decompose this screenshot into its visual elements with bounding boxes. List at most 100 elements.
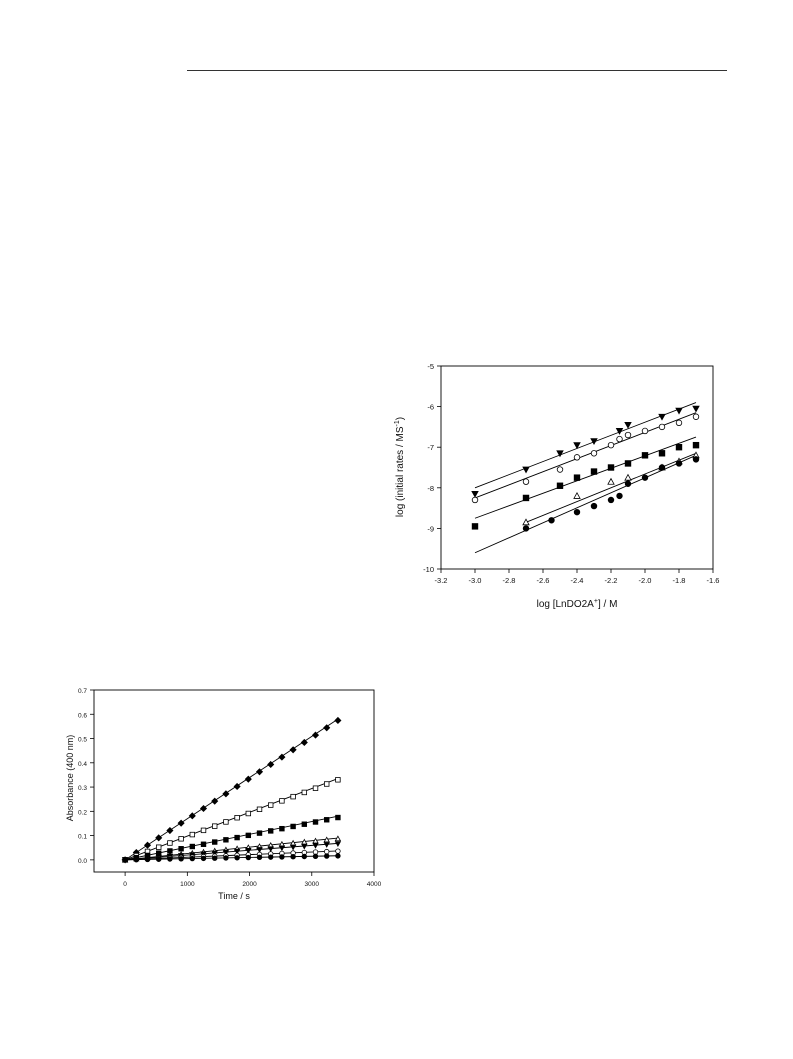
chart2-ticks: 0 1000 2000 3000 4000 0.0 0.1 0.2 0.3 0.4 0.5 0.6 0.… (78, 688, 382, 888)
c2-series-2-point (200, 841, 207, 847)
c1-series-0-point (573, 442, 581, 450)
c1-series-1-point (675, 419, 683, 427)
c2-series-0-point (300, 738, 308, 747)
c2-series-1-point (301, 789, 308, 796)
c2-series-6-point (223, 855, 229, 861)
c1-series-0-point (692, 405, 700, 413)
c2-series-0-point (199, 804, 208, 813)
c2-series-6-point (122, 857, 128, 863)
c2-series-1-point (245, 810, 252, 817)
c2-series-4-point (323, 842, 330, 848)
c2-y-tick-label: 0.6 (78, 712, 87, 719)
c1-series-1-point (607, 441, 615, 449)
c2-series-6-point (268, 854, 274, 860)
c1-series-4-fit (474, 454, 697, 554)
c2-series-0-point (311, 731, 320, 739)
header-rule (187, 70, 727, 71)
c2-series-1-point (324, 781, 330, 787)
chart1-ticks: -3.2 -3.0 -2.8 -2.6 -2.4 -2.2 -2.0 -1.8 -1.6 -10 -… (423, 362, 719, 585)
c2-series-0-point (334, 716, 342, 724)
c2-series-0-point (211, 797, 219, 805)
c2-series-1-point (200, 827, 207, 834)
c2-series-6-point (324, 853, 330, 859)
c2-series-1-point (234, 815, 240, 821)
c2-series-4-point (211, 850, 218, 857)
c2-y-tick-label: 0.7 (78, 688, 87, 695)
c2-series-4-point (334, 841, 342, 848)
c2-series-4-point (256, 847, 263, 854)
c2-plot-frame (93, 689, 375, 873)
c1-series-1-point (658, 423, 666, 431)
c1-series-3-fit (525, 452, 697, 523)
c2-series-2-point (234, 834, 240, 841)
c1-series-2-point (522, 494, 530, 502)
c2-series-6-point (178, 856, 184, 862)
c1-series-2-point (675, 443, 683, 451)
c2-series-4-point (245, 848, 252, 854)
c2-x-tick-label: 4000 (367, 881, 382, 888)
c2-series-1-point (312, 785, 319, 791)
c2-y-tick-label: 0.2 (78, 809, 87, 816)
chart1-y-axis-label: log (initial rates / MS-1) (394, 417, 406, 517)
c1-y-tick-label: -10 (423, 565, 434, 574)
c2-series-4-point (233, 848, 241, 855)
c2-series-0-point (155, 834, 163, 842)
c2-series-6-point (335, 853, 341, 859)
c1-series-2-point (590, 468, 598, 475)
c1-series-0-point (590, 438, 598, 446)
c2-series-4-point (289, 844, 297, 851)
c1-series-1-point (616, 435, 623, 443)
c2-series-6-point (189, 855, 196, 862)
c2-series-5-point (335, 848, 341, 854)
c2-series-1-point (167, 840, 173, 846)
c2-x-tick-label: 3000 (305, 881, 320, 888)
c1-series-4-point (607, 496, 615, 504)
c2-series-6-point (133, 856, 140, 863)
c1-series-4-point (675, 460, 683, 467)
c1-series-1-point (590, 450, 598, 457)
c2-series-6-point (156, 856, 162, 862)
c2-series-0-point (278, 753, 286, 761)
c2-series-1-point (256, 806, 263, 812)
c2-series-2-point (301, 821, 308, 827)
c1-series-2-point (658, 450, 666, 457)
c2-series-6-point (279, 854, 285, 860)
c1-series-2-point (692, 441, 700, 449)
c2-series-1-point (178, 836, 184, 842)
c2-series-6-point (234, 855, 240, 861)
c2-series-0-point (233, 782, 241, 791)
c1-series-4-point (590, 502, 598, 510)
c1-series-3-point (522, 518, 530, 526)
c1-series-0-point (556, 450, 564, 458)
c1-series-0-fit (474, 402, 697, 489)
c1-series-1-point (624, 431, 632, 439)
c2-series-2-point (223, 837, 229, 843)
c1-series-1-point (692, 413, 700, 420)
c2-series-6-point (245, 854, 252, 861)
c2-series-2-point (324, 817, 330, 823)
c1-y-tick-label: -9 (427, 524, 434, 533)
c1-series-1-point (573, 454, 581, 461)
c2-series-0-point (289, 746, 297, 754)
c2-y-tick-label: 0.3 (78, 785, 87, 792)
c2-series-1-point (290, 793, 296, 800)
c2-series-6-point (312, 853, 319, 860)
c1-series-1-point (471, 496, 479, 504)
c1-series-4-point (692, 456, 700, 463)
c2-series-2-point (256, 830, 263, 836)
c2-series-1-point (189, 831, 196, 838)
c2-series-6-point (144, 856, 151, 863)
c1-x-tick-label: -3.2 (435, 576, 448, 585)
c1-series-3-point (624, 473, 632, 481)
c1-series-2-point (624, 460, 632, 467)
c1-series-4-point (624, 480, 632, 487)
chart1-points (471, 405, 700, 532)
chart2-y-axis-label: Absorbance (400 nm) (65, 735, 75, 822)
c2-series-2-point (290, 823, 296, 830)
chart2-x-axis-label: Time / s (218, 891, 250, 901)
c2-y-tick-label: 0.0 (78, 858, 87, 865)
c2-y-tick-label: 0.1 (78, 834, 87, 841)
c2-series-0-point (166, 826, 174, 835)
c1-series-4-point (522, 525, 530, 532)
